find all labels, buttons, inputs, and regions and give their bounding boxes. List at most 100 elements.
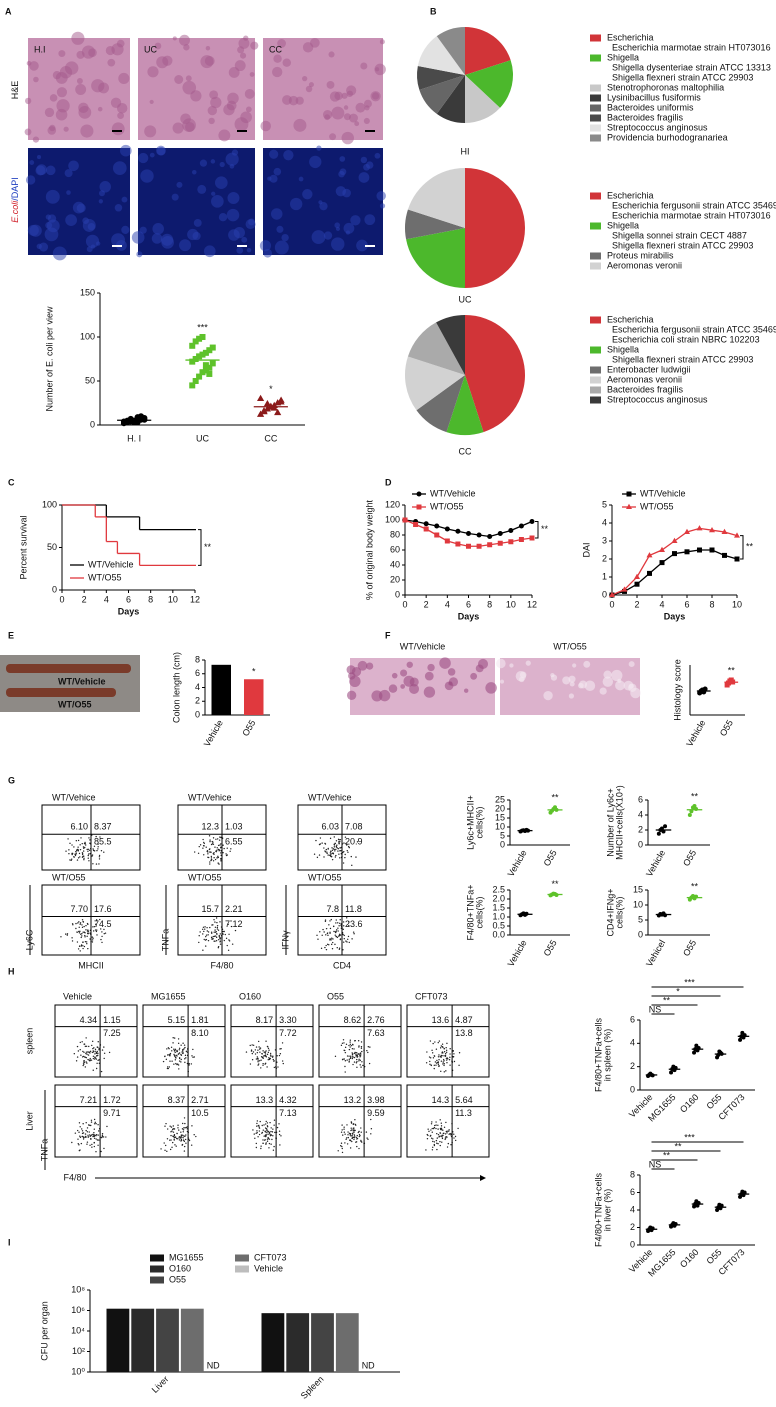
flow-event <box>199 931 201 933</box>
flow-event <box>267 1047 270 1050</box>
flow-event <box>351 1043 354 1046</box>
gate-value: 7.12 <box>225 919 243 929</box>
flow-event <box>435 1062 438 1064</box>
flow-event <box>255 1058 258 1060</box>
gate-value: 15.7 <box>201 904 219 914</box>
flow-event <box>216 933 218 935</box>
flow-event <box>209 851 211 853</box>
flow-event <box>431 1149 434 1151</box>
flow-event <box>181 1134 184 1136</box>
tissue-texture <box>64 169 73 178</box>
flow-event <box>347 1134 349 1136</box>
flow-event <box>78 852 81 855</box>
flow-event <box>272 1149 275 1151</box>
flow-event <box>82 1064 84 1067</box>
flow-event <box>77 839 80 842</box>
flow-event <box>350 1121 353 1123</box>
flow-event <box>266 1066 268 1068</box>
flow-event <box>220 857 222 860</box>
flow-event <box>213 856 215 859</box>
flow-event <box>331 937 333 939</box>
flow-event <box>349 1132 352 1135</box>
gate-value: 13.8 <box>455 1028 473 1038</box>
flow-event <box>332 925 335 928</box>
flow-event <box>214 846 216 848</box>
tissue-texture <box>400 684 406 689</box>
flow-event <box>214 926 217 928</box>
flow-event <box>190 1144 193 1146</box>
flow-event <box>169 1125 171 1127</box>
bar <box>286 1313 310 1372</box>
tissue-texture <box>179 239 192 252</box>
tissue-texture <box>427 663 435 672</box>
flow-event <box>211 840 213 843</box>
gate-value: 6.55 <box>225 837 243 847</box>
flow-event <box>352 1063 354 1066</box>
flow-event <box>182 1139 185 1141</box>
flow-event <box>213 940 215 942</box>
colon-tissue <box>6 688 116 697</box>
flow-event <box>84 1056 86 1059</box>
y-tick-label: 15 <box>495 812 505 822</box>
flow-event <box>442 1129 444 1131</box>
significance-bracket <box>740 535 744 560</box>
tissue-texture <box>318 200 323 205</box>
flow-event <box>219 921 221 923</box>
flow-event <box>207 853 209 855</box>
tissue-texture <box>76 78 83 84</box>
flow-event <box>78 930 80 933</box>
flow-event <box>89 1124 91 1126</box>
flow-event <box>279 1053 282 1055</box>
y-tick-label: 100 <box>42 499 57 509</box>
point <box>722 552 727 558</box>
tissue-texture <box>360 156 368 164</box>
flow-event <box>202 847 204 849</box>
flow-event <box>167 1047 170 1049</box>
flow-event <box>442 1063 444 1065</box>
flow-event <box>433 1055 436 1057</box>
x-tick-label: 0 <box>402 599 407 609</box>
flow-event <box>230 920 232 922</box>
flow-event <box>93 1145 96 1148</box>
tissue-texture <box>231 149 239 156</box>
flow-event <box>263 1139 266 1141</box>
flow-event <box>206 930 208 932</box>
flow-event <box>266 1122 269 1124</box>
histology-image <box>263 38 383 140</box>
flow-event <box>215 931 217 933</box>
flow-event <box>329 931 331 934</box>
flow-event <box>81 1130 84 1132</box>
flow-event <box>90 1059 93 1061</box>
flow-event <box>88 1045 90 1048</box>
x-tick-label: UC <box>196 433 209 443</box>
y-tick-label: 0 <box>90 419 95 429</box>
photo-label: WT/O55 <box>58 699 92 709</box>
x-tick-label: 4 <box>659 599 664 609</box>
flow-event <box>92 937 94 939</box>
x-tick-label: 10 <box>168 594 178 604</box>
bar <box>211 664 231 715</box>
flow-event <box>176 1138 179 1140</box>
x-tick-label: CC <box>264 433 277 443</box>
gate-value: 11.8 <box>345 904 362 914</box>
pie-title: UC <box>459 294 472 304</box>
flow-event <box>263 1124 265 1126</box>
flow-event <box>359 1064 361 1066</box>
flow-event <box>79 848 82 851</box>
value-label: ND <box>362 1360 375 1370</box>
y-tick-label: 6 <box>630 1187 635 1197</box>
tissue-texture <box>309 155 322 169</box>
tissue-texture <box>110 97 122 108</box>
flow-event <box>220 836 222 839</box>
flow-event <box>75 922 77 925</box>
flow-event <box>204 926 206 928</box>
flow-event <box>327 854 329 856</box>
flow-event <box>65 850 67 852</box>
flow-event <box>71 1141 73 1144</box>
flow-event <box>83 1061 86 1064</box>
column-label: Vehicle <box>63 991 92 1001</box>
flow-event <box>94 1053 96 1055</box>
flow-event <box>82 1138 85 1140</box>
flow-event <box>85 1057 88 1059</box>
flow-event <box>203 842 205 845</box>
